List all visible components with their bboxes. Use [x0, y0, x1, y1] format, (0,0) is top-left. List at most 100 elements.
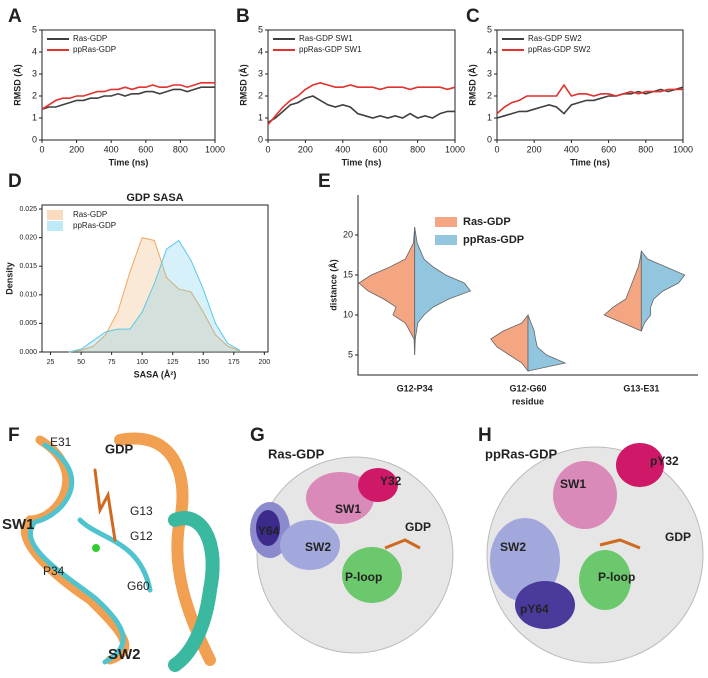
x-tick-label: 200	[527, 144, 542, 154]
y-tick-label: 0	[487, 134, 492, 144]
x-tick-label: 600	[601, 144, 616, 154]
structure-label: GDP	[105, 441, 134, 456]
x-tick-label: 1000	[205, 144, 225, 154]
legend-label: Ras-GDP SW1	[299, 34, 353, 43]
x-tick-label: G12-P34	[397, 383, 433, 393]
structure-label: GDP	[665, 530, 691, 544]
density-line	[68, 237, 241, 353]
x-tick-label: 0	[39, 144, 44, 154]
y-tick-label: 0.010	[19, 292, 37, 299]
structure-title: Ras-GDP	[268, 446, 325, 461]
x-tick-label: 25	[47, 359, 55, 366]
structure-label: Y64	[258, 524, 280, 538]
y-tick-label: 1	[32, 112, 37, 122]
structure-label: pY64	[520, 602, 549, 616]
legend-label: ppRas-GDP	[73, 45, 116, 54]
x-tick-label: 800	[173, 144, 188, 154]
structure-label: G13	[130, 504, 153, 518]
structure-label: SW2	[305, 540, 331, 554]
x-axis-label: Time (ns)	[570, 157, 610, 167]
data-line	[41, 82, 215, 110]
legend-swatch	[435, 235, 457, 245]
legend-label: Ras-GDP	[73, 34, 107, 43]
y-tick-label: 15	[343, 269, 353, 279]
y-tick-label: 3	[258, 68, 263, 78]
legend-swatch	[47, 210, 63, 220]
x-tick-label: 75	[108, 359, 116, 366]
structure-label: G12	[130, 529, 153, 543]
legend-label: ppRas-GDP SW1	[299, 45, 362, 54]
legend-label: ppRas-GDP SW2	[528, 45, 591, 54]
x-tick-label: 200	[298, 144, 313, 154]
y-tick-label: 0.015	[19, 263, 37, 270]
x-tick-label: 125	[167, 359, 179, 366]
structure-label: G60	[127, 579, 150, 593]
y-tick-label: 2	[258, 90, 263, 100]
x-tick-label: 800	[410, 144, 425, 154]
x-tick-label: 400	[104, 144, 119, 154]
violin-half	[527, 314, 567, 372]
y-axis-label: Density	[4, 262, 14, 295]
y-tick-label: 4	[487, 46, 492, 56]
x-tick-label: 200	[69, 144, 84, 154]
x-tick-label: 600	[373, 144, 388, 154]
panel-letter: B	[236, 6, 250, 27]
panel-letter: G	[250, 425, 265, 446]
y-axis-label: RMSD (Å)	[467, 64, 477, 106]
ribbon-structure	[20, 432, 220, 672]
legend-swatch	[47, 221, 63, 231]
y-tick-label: 1	[487, 112, 492, 122]
structure-label: SW2	[108, 646, 141, 663]
x-tick-label: G12-G60	[509, 383, 546, 393]
y-tick-label: 0	[258, 134, 263, 144]
data-line	[267, 81, 456, 126]
violin-half	[358, 226, 416, 356]
y-tick-label: 10	[343, 309, 353, 319]
x-tick-label: G13-E31	[623, 383, 659, 393]
panel-letter: H	[478, 425, 492, 446]
structure-label: P-loop	[598, 570, 635, 584]
legend-label: Ras-GDP	[73, 210, 107, 219]
y-tick-label: 0.000	[19, 349, 37, 356]
x-axis-label: Time (ns)	[342, 157, 382, 167]
data-line	[41, 86, 215, 110]
density-area	[68, 240, 240, 352]
x-tick-label: 1000	[673, 144, 693, 154]
plot-frame	[41, 204, 269, 353]
y-tick-label: 5	[32, 24, 37, 34]
x-tick-label: 100	[136, 359, 148, 366]
x-tick-label: 400	[335, 144, 350, 154]
x-tick-label: 400	[564, 144, 579, 154]
legend-label: Ras-GDP SW2	[528, 34, 582, 43]
x-tick-label: 0	[494, 144, 499, 154]
y-tick-label: 4	[32, 46, 37, 56]
x-tick-label: 1000	[445, 144, 465, 154]
structure-label: SW2	[500, 540, 526, 554]
plot-frame	[267, 29, 456, 141]
x-axis-label: Time (ns)	[109, 157, 149, 167]
y-axis-label: RMSD (Å)	[238, 64, 248, 106]
structure-label: pY32	[650, 454, 679, 468]
y-tick-label: 5	[487, 24, 492, 34]
x-tick-label: 175	[228, 359, 240, 366]
x-tick-label: 50	[77, 359, 85, 366]
y-tick-label: 4	[258, 46, 263, 56]
plot-frame	[41, 29, 216, 141]
structure-label: Y32	[380, 474, 402, 488]
axis-line	[357, 195, 698, 376]
y-tick-label: 5	[348, 349, 353, 359]
y-tick-label: 3	[487, 68, 492, 78]
structure-label: SW1	[560, 477, 586, 491]
structure-label: SW1	[2, 516, 35, 533]
x-tick-label: 150	[197, 359, 209, 366]
y-tick-label: 5	[258, 24, 263, 34]
legend-label: ppRas-GDP	[73, 221, 116, 230]
y-tick-label: 2	[487, 90, 492, 100]
y-tick-label: 20	[343, 229, 353, 239]
surface-structure	[250, 456, 454, 654]
panel-letter: F	[8, 425, 20, 446]
y-axis-label: distance (Å)	[328, 259, 338, 311]
density-line	[68, 239, 241, 353]
y-tick-label: 1	[258, 112, 263, 122]
